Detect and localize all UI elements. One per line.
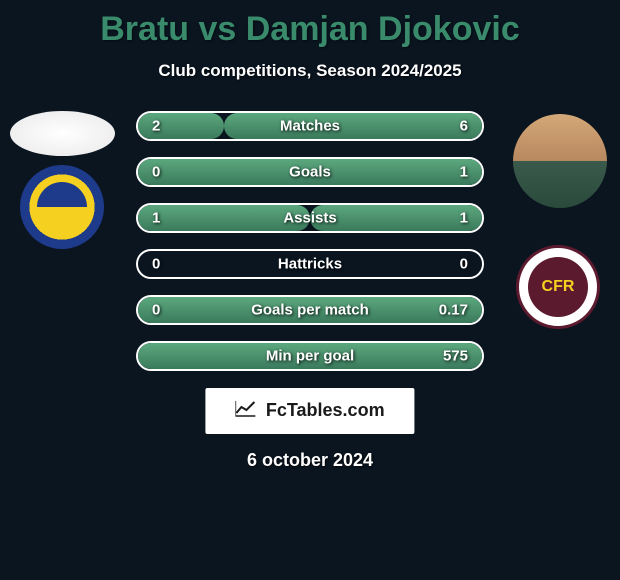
stat-value-left: 0: [152, 256, 160, 273]
club-logo-left: [20, 165, 104, 249]
petrolul-badge-icon: [20, 165, 104, 249]
club-logo-right: CFR: [516, 245, 600, 329]
stat-value-right: 0: [460, 256, 468, 273]
comparison-title: Bratu vs Damjan Djokovic: [0, 0, 620, 49]
footer-date: 6 october 2024: [0, 450, 620, 471]
stat-value-right: 575: [443, 348, 468, 365]
chart-icon: [235, 401, 255, 422]
player-left-photo: [10, 111, 115, 156]
stat-value-left: 2: [152, 118, 160, 135]
stat-row: Min per goal575: [136, 341, 484, 371]
season-subtitle: Club competitions, Season 2024/2025: [0, 61, 620, 81]
stat-value-left: 0: [152, 164, 160, 181]
stat-row: Goals0 1: [136, 157, 484, 187]
stat-bars-container: Matches26Goals01Assists11Hattricks00Goal…: [136, 111, 484, 387]
footer-brand: FcTables.com: [205, 388, 414, 434]
stat-label: Assists: [138, 210, 482, 227]
player-right-photo: [510, 111, 610, 211]
footer-brand-text: FcTables.com: [266, 400, 385, 420]
stat-label: Min per goal: [138, 348, 482, 365]
stat-row: Goals per match0 0.17: [136, 295, 484, 325]
stat-label: Matches: [138, 118, 482, 135]
stat-value-left: 0: [152, 302, 160, 319]
stat-value-right: 6: [460, 118, 468, 135]
stat-row: Hattricks0 0: [136, 249, 484, 279]
stat-row: Assists1 1: [136, 203, 484, 233]
stat-label: Goals per match: [138, 302, 482, 319]
stat-label: Hattricks: [138, 256, 482, 273]
stat-label: Goals: [138, 164, 482, 181]
stat-value-left: 1: [152, 210, 160, 227]
stat-value-right: 1: [460, 210, 468, 227]
stat-value-right: 1: [460, 164, 468, 181]
stat-row: Matches2 6: [136, 111, 484, 141]
stat-value-right: 0.17: [439, 302, 468, 319]
cfr-text: CFR: [542, 278, 575, 296]
cfr-badge-icon: CFR: [516, 245, 600, 329]
